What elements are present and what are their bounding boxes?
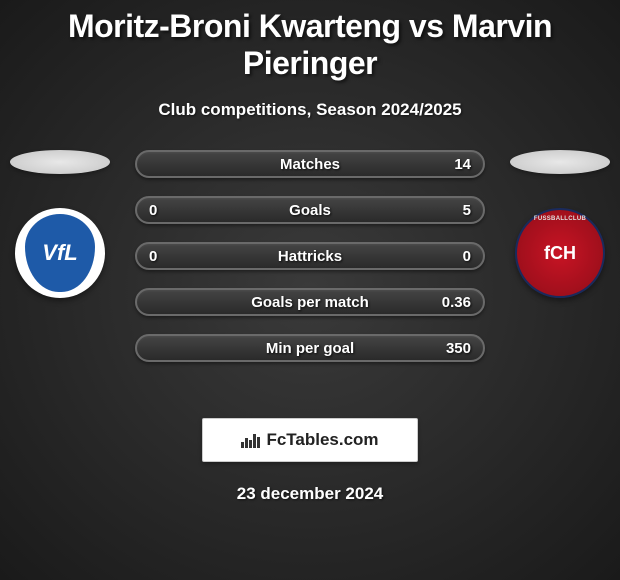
stat-right-value: 0.36 (442, 294, 471, 311)
player-right-column: FUSSBALLCLUB fCH (500, 150, 620, 298)
stat-label: Goals (289, 202, 331, 219)
page-title: Moritz-Broni Kwarteng vs Marvin Pieringe… (0, 0, 620, 82)
player-right-silhouette (510, 150, 610, 174)
stat-row: Matches 14 (135, 150, 485, 178)
bar-chart-icon (241, 432, 260, 448)
source-label: FcTables.com (266, 430, 378, 450)
club-badge-right: FUSSBALLCLUB fCH (515, 208, 605, 298)
stat-right-value: 350 (446, 340, 471, 357)
club-badge-right-top-text: FUSSBALLCLUB (534, 216, 586, 222)
stat-left-value: 0 (149, 202, 157, 219)
stat-label: Min per goal (266, 340, 354, 357)
stats-list: Matches 14 0 Goals 5 0 Hattricks 0 Goals… (135, 150, 485, 362)
stat-right-value: 0 (463, 248, 471, 265)
club-badge-right-text: fCH (544, 243, 576, 264)
club-badge-left-inner: VfL (25, 214, 95, 292)
date-label: 23 december 2024 (0, 484, 620, 504)
club-badge-left-text: VfL (42, 240, 77, 266)
stat-label: Hattricks (278, 248, 342, 265)
comparison-panel: VfL FUSSBALLCLUB fCH Matches 14 0 Goals … (0, 150, 620, 390)
player-left-silhouette (10, 150, 110, 174)
stat-label: Goals per match (251, 294, 369, 311)
stat-row: 0 Goals 5 (135, 196, 485, 224)
club-badge-left: VfL (15, 208, 105, 298)
season-subtitle: Club competitions, Season 2024/2025 (0, 100, 620, 120)
stat-row: 0 Hattricks 0 (135, 242, 485, 270)
stat-label: Matches (280, 156, 340, 173)
source-card: FcTables.com (202, 418, 418, 462)
player-left-column: VfL (0, 150, 120, 298)
stat-right-value: 14 (454, 156, 471, 173)
stat-row: Goals per match 0.36 (135, 288, 485, 316)
stat-right-value: 5 (463, 202, 471, 219)
stat-row: Min per goal 350 (135, 334, 485, 362)
stat-left-value: 0 (149, 248, 157, 265)
